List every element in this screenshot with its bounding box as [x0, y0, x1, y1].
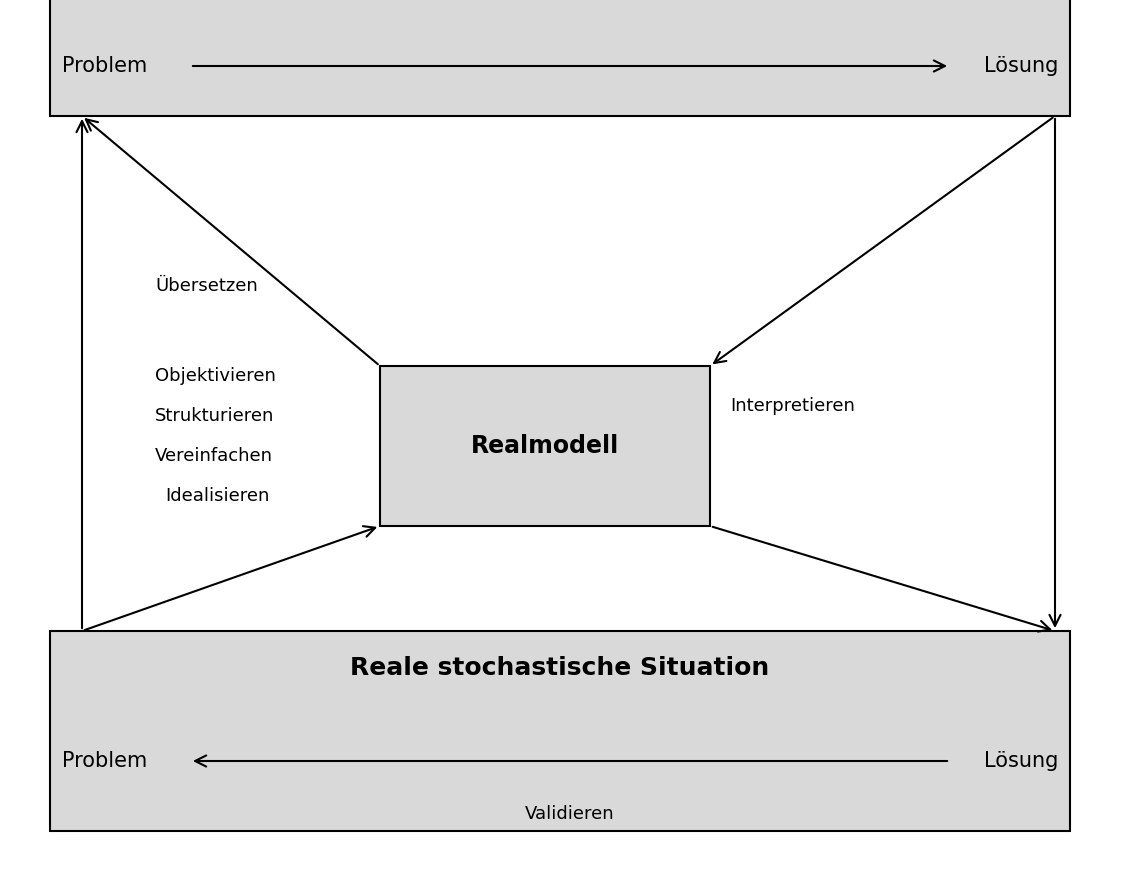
- Bar: [50, 0, 1070, 116]
- Text: Problem: Problem: [61, 56, 147, 76]
- Text: Objektivieren: Objektivieren: [155, 367, 275, 385]
- Text: Validieren: Validieren: [526, 805, 615, 823]
- Text: Interpretieren: Interpretieren: [729, 397, 855, 415]
- Bar: [50, 631, 1070, 831]
- Text: Übersetzen: Übersetzen: [155, 277, 257, 295]
- Text: Idealisieren: Idealisieren: [165, 487, 270, 505]
- Text: Lösung: Lösung: [983, 56, 1058, 76]
- Text: Vereinfachen: Vereinfachen: [155, 447, 273, 465]
- Text: Problem: Problem: [61, 751, 147, 771]
- Text: Lösung: Lösung: [983, 751, 1058, 771]
- Bar: [380, 366, 710, 526]
- Text: Strukturieren: Strukturieren: [155, 407, 274, 425]
- Text: Realmodell: Realmodell: [471, 434, 619, 458]
- Text: Reale stochastische Situation: Reale stochastische Situation: [351, 656, 769, 680]
